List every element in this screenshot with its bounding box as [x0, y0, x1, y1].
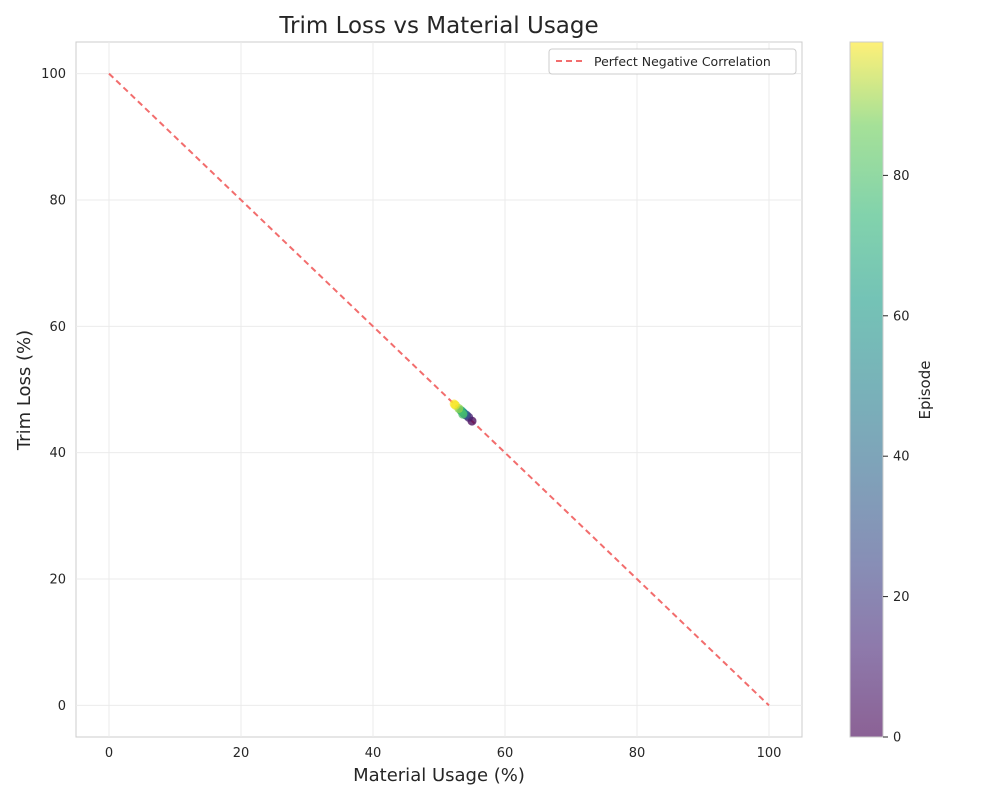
colorbar: 0 20 40 60 80 Episode [849, 41, 934, 746]
x-tick-label: 100 [757, 746, 782, 761]
colorbar-gradient [849, 41, 884, 738]
y-tick-label: 0 [58, 699, 66, 714]
y-tick-label: 40 [49, 446, 66, 461]
colorbar-tick-label: 80 [893, 169, 910, 184]
perfect-negative-correlation-line [108, 72, 770, 707]
colorbar-label: Episode [916, 361, 934, 420]
scatter-point [449, 399, 459, 409]
colorbar-ticks: 0 20 40 60 80 [883, 169, 910, 746]
y-tick-label: 60 [49, 320, 66, 335]
x-tick-label: 60 [497, 746, 514, 761]
x-tick-label: 80 [629, 746, 646, 761]
colorbar-tick-label: 20 [893, 590, 910, 605]
x-tick-label: 20 [233, 746, 250, 761]
x-tick-label: 0 [105, 746, 113, 761]
colorbar-tick-label: 40 [893, 450, 910, 465]
colorbar-tick-label: 0 [893, 731, 901, 746]
colorbar-tick-label: 60 [893, 309, 910, 324]
scatter-points [449, 399, 477, 426]
x-tick-label: 40 [365, 746, 382, 761]
reference-line-layer [108, 72, 770, 707]
legend: Perfect Negative Correlation [548, 48, 797, 75]
legend-label: Perfect Negative Correlation [594, 54, 771, 69]
grid [76, 42, 802, 737]
y-tick-label: 80 [49, 193, 66, 208]
y-axis-label: Trim Loss (%) [14, 330, 35, 451]
x-axis-ticks: 0 20 40 60 80 100 [105, 746, 782, 761]
y-tick-label: 20 [49, 573, 66, 588]
chart-title: Trim Loss vs Material Usage [278, 13, 598, 39]
y-tick-label: 100 [41, 67, 66, 82]
y-axis-ticks: 0 20 40 60 80 100 [41, 67, 66, 714]
x-axis-label: Material Usage (%) [353, 765, 525, 786]
legend-box [548, 48, 797, 75]
